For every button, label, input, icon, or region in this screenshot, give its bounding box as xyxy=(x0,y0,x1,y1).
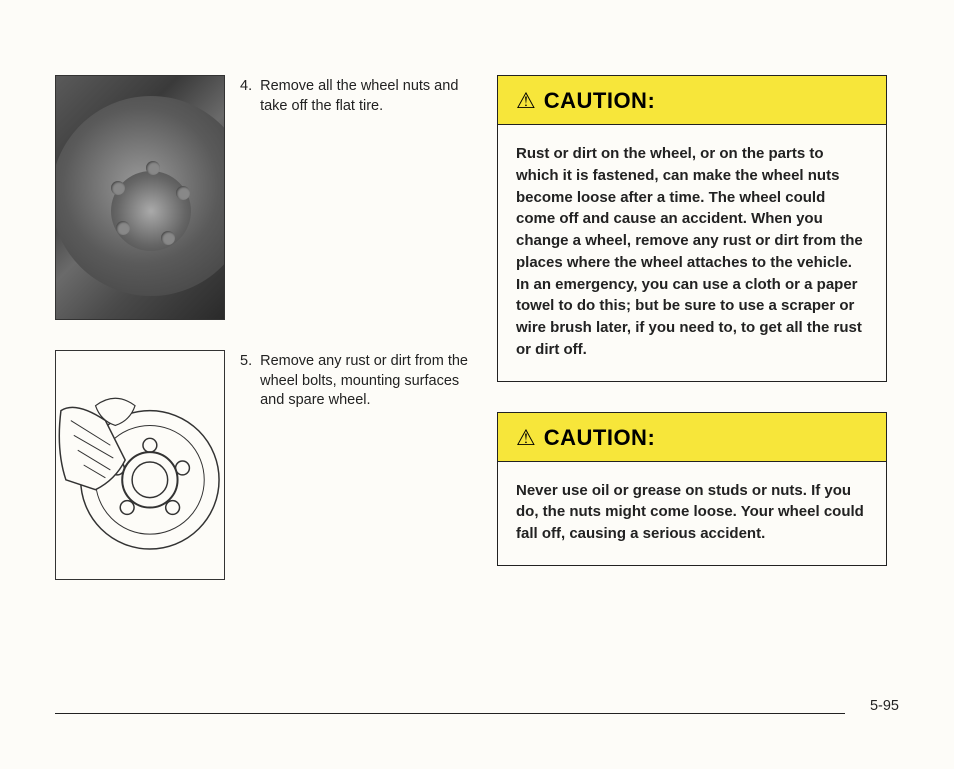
page-content: 4. Remove all the wheel nuts and take of… xyxy=(55,75,899,610)
left-column: 4. Remove all the wheel nuts and take of… xyxy=(55,75,485,610)
step-number: 5. xyxy=(240,352,252,411)
step-4-image xyxy=(55,75,225,320)
step-4: 4. Remove all the wheel nuts and take of… xyxy=(55,75,485,320)
caution-box-1: ⚠ CAUTION: Rust or dirt on the wheel, or… xyxy=(497,75,887,382)
warning-icon: ⚠ xyxy=(516,90,536,112)
caution-label: CAUTION: xyxy=(544,425,656,451)
caution-header: ⚠ CAUTION: xyxy=(498,76,886,125)
caution-body: Rust or dirt on the wheel, or on the par… xyxy=(498,125,886,381)
caution-label: CAUTION: xyxy=(544,88,656,114)
caution-header: ⚠ CAUTION: xyxy=(498,413,886,462)
page-footer: 5-95 xyxy=(55,698,899,714)
footer-rule xyxy=(55,713,845,714)
page-number: 5-95 xyxy=(845,698,899,714)
caution-box-2: ⚠ CAUTION: Never use oil or grease on st… xyxy=(497,412,887,566)
step-5-text-block: 5. Remove any rust or dirt from the whee… xyxy=(240,350,485,411)
right-column: ⚠ CAUTION: Rust or dirt on the wheel, or… xyxy=(497,75,887,610)
step-4-text-block: 4. Remove all the wheel nuts and take of… xyxy=(240,75,485,116)
step-text: Remove any rust or dirt from the wheel b… xyxy=(260,352,485,411)
caution-body: Never use oil or grease on studs or nuts… xyxy=(498,462,886,565)
warning-icon: ⚠ xyxy=(516,427,536,449)
step-5-image xyxy=(55,350,225,580)
step-5: 5. Remove any rust or dirt from the whee… xyxy=(55,350,485,580)
step-number: 4. xyxy=(240,77,252,116)
step-text: Remove all the wheel nuts and take off t… xyxy=(260,77,485,116)
